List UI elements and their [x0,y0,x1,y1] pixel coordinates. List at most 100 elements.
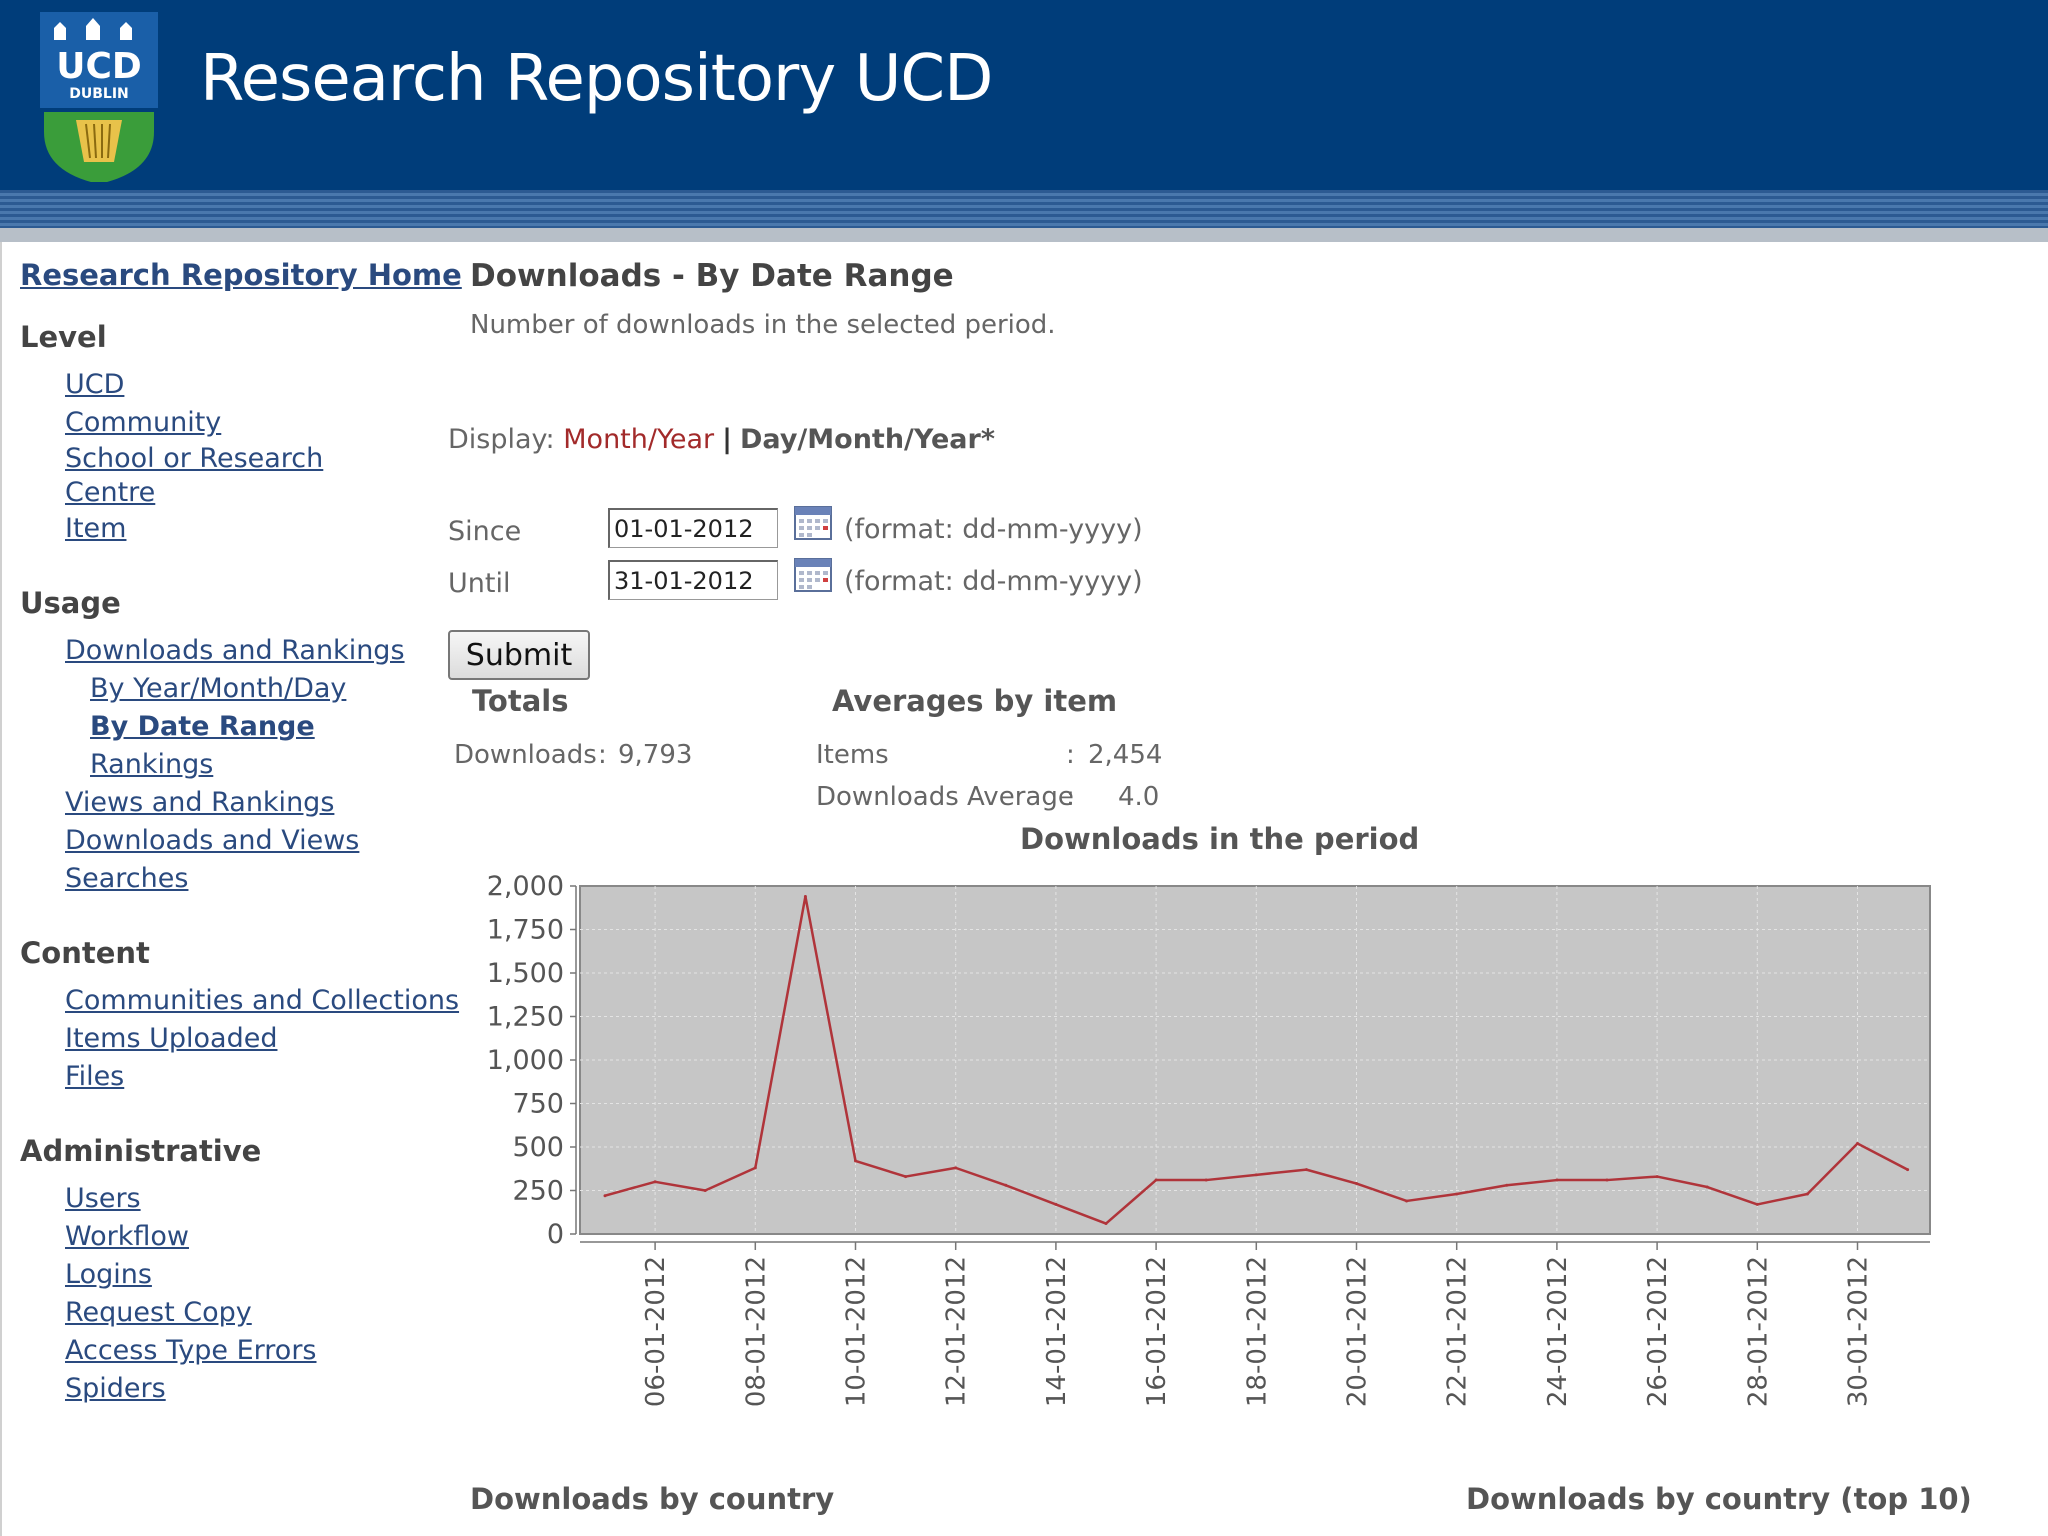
data-point [1906,1168,1910,1172]
sidebar-content-list: Communities and Collections Items Upload… [20,982,459,1096]
until-label: Until [448,568,511,599]
downloads-by-country-top10-heading: Downloads by country (top 10) [1466,1482,1972,1516]
y-tick-label: 0 [547,1219,564,1250]
y-tick-label: 2,000 [487,871,564,902]
x-tick-label: 14-01-2012 [1042,1256,1072,1407]
data-point [954,1166,958,1170]
x-tick-label: 12-01-2012 [942,1256,972,1407]
downloads-total-separator: : [598,740,607,770]
sidebar-usage-list: Downloads and Rankings By Year/Month/Day… [20,632,440,898]
sidebar-item-access-type-errors[interactable]: Access Type Errors [65,1335,317,1366]
data-point [1755,1202,1759,1206]
sidebar-item-communities-and-collections[interactable]: Communities and Collections [65,985,460,1016]
data-point [1204,1178,1208,1182]
data-point [1705,1185,1709,1189]
x-tick-label: 22-01-2012 [1443,1256,1473,1407]
y-tick-label: 1,000 [487,1045,564,1076]
downloads-total-value: 9,793 [618,740,693,770]
sidebar-item-users[interactable]: Users [65,1183,141,1214]
data-point [1856,1142,1859,1146]
sidebar-item-ucd[interactable]: UCD [65,369,125,400]
sidebar-item-request-copy[interactable]: Request Copy [65,1297,252,1328]
sidebar-item-workflow[interactable]: Workflow [65,1221,189,1252]
x-tick-label: 16-01-2012 [1142,1256,1172,1407]
downloads-by-country-heading: Downloads by country [470,1482,835,1516]
sidebar-item-views-and-rankings[interactable]: Views and Rankings [65,787,335,818]
sidebar-item-school-or-research-centre[interactable]: School or Research Centre [65,443,324,508]
page-left-border [0,242,2,1536]
x-tick-label: 08-01-2012 [741,1256,771,1407]
data-point [1405,1199,1409,1203]
data-point [653,1180,657,1184]
submit-button[interactable]: Submit [448,630,590,680]
y-tick-label: 1,500 [487,958,564,989]
sidebar-level-list: UCD Community School or Research Centre … [20,366,440,548]
data-point [753,1166,757,1170]
sidebar-item-items-uploaded[interactable]: Items Uploaded [65,1023,278,1054]
x-tick-label: 30-01-2012 [1844,1256,1874,1407]
sidebar-item-downloads-and-rankings[interactable]: Downloads and Rankings [65,635,405,666]
logo-text-bottom: DUBLIN [69,86,129,102]
sidebar-item-files[interactable]: Files [65,1061,125,1092]
data-point [1505,1183,1509,1187]
data-point [1154,1178,1158,1182]
x-tick-label: 28-01-2012 [1743,1256,1773,1407]
sidebar-nav: Research Repository Home Level UCD Commu… [20,258,462,1446]
sidebar-item-logins[interactable]: Logins [65,1259,152,1290]
since-date-input[interactable] [608,508,778,548]
data-point [1254,1173,1258,1177]
until-date-input[interactable] [608,560,778,600]
since-label: Since [448,516,522,547]
sidebar-item-by-year-month-day[interactable]: By Year/Month/Day [90,673,347,704]
sidebar-heading-level: Level [20,320,107,354]
display-month-year-link[interactable]: Month/Year [563,424,715,455]
x-tick-label: 18-01-2012 [1242,1256,1272,1407]
since-calendar-icon[interactable] [794,506,832,540]
downloads-average-label: Downloads Average [816,782,1074,812]
data-point [1004,1183,1008,1187]
items-value: 2,454 [1088,740,1163,770]
since-format-hint: (format: dd-mm-yyyy) [844,514,1143,545]
y-tick-label: 1,250 [487,1002,564,1033]
ucd-logo[interactable]: UCD DUBLIN [40,12,158,182]
sidebar-item-spiders[interactable]: Spiders [65,1373,166,1404]
until-calendar-icon[interactable] [794,558,832,592]
sidebar-item-item[interactable]: Item [65,513,127,544]
display-day-month-year-option[interactable]: Day/Month/Year* [740,424,995,455]
x-tick-label: 24-01-2012 [1543,1256,1573,1407]
items-separator: : [1066,740,1075,770]
data-point [854,1159,857,1163]
display-separator: | [722,424,733,455]
data-point [1104,1222,1108,1226]
y-tick-label: 750 [512,1089,564,1120]
data-point [803,894,807,898]
sidebar-item-searches[interactable]: Searches [65,863,189,894]
logo-text-top: UCD [56,46,142,87]
sidebar-heading-administrative: Administrative [20,1134,262,1168]
data-point [1054,1202,1058,1206]
sidebar-item-community[interactable]: Community [65,407,222,438]
data-point [1304,1168,1308,1172]
y-tick-label: 250 [512,1176,564,1207]
sidebar-administrative-list: Users Workflow Logins Request Copy Acces… [20,1180,440,1408]
display-label: Display: [448,424,555,455]
chart-title: Downloads in the period [1020,822,1420,856]
sidebar-heading-usage: Usage [20,586,121,620]
data-point [703,1189,707,1192]
research-repository-home-link[interactable]: Research Repository Home [20,258,462,292]
data-point [1555,1178,1559,1182]
data-point [1355,1182,1358,1186]
downloads-average-separator: : [1066,782,1075,812]
items-label: Items [816,740,889,770]
downloads-average-value: 4.0 [1118,782,1160,812]
header-divider [0,228,2048,242]
sidebar-item-rankings[interactable]: Rankings [90,749,214,780]
data-point [1605,1178,1609,1182]
data-point [1655,1175,1659,1179]
x-tick-label: 20-01-2012 [1343,1256,1373,1407]
display-options: Display: Month/Year | Day/Month/Year* [448,424,995,455]
sidebar-item-downloads-and-views[interactable]: Downloads and Views [65,825,360,856]
x-tick-label: 06-01-2012 [641,1256,671,1407]
x-tick-label: 26-01-2012 [1643,1256,1673,1407]
sidebar-item-by-date-range[interactable]: By Date Range [90,711,315,742]
